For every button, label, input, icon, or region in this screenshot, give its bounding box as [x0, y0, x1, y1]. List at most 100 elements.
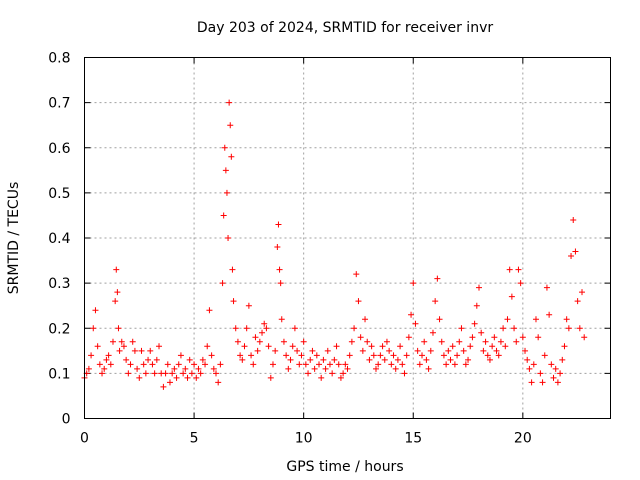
data-point — [438, 338, 445, 345]
data-point — [388, 361, 395, 368]
data-point — [90, 325, 97, 332]
data-point — [462, 361, 469, 368]
data-point — [495, 352, 502, 359]
data-point — [151, 370, 158, 377]
data-point — [164, 361, 171, 368]
data-point — [502, 343, 509, 350]
y-tick-label: 0.5 — [48, 186, 70, 202]
data-point — [88, 352, 95, 359]
data-point — [489, 343, 496, 350]
data-point — [570, 216, 577, 223]
data-point — [399, 361, 406, 368]
data-point — [493, 347, 500, 354]
data-point — [359, 347, 366, 354]
data-point — [497, 338, 504, 345]
data-point — [112, 298, 119, 305]
data-point — [274, 244, 281, 251]
data-point — [576, 325, 583, 332]
plot-frame — [84, 57, 611, 419]
data-point — [267, 374, 274, 381]
data-point — [280, 338, 287, 345]
y-tick-label: 0.1 — [48, 366, 70, 382]
data-point — [107, 361, 114, 368]
data-point — [543, 284, 550, 291]
data-point — [199, 356, 206, 363]
data-point — [366, 356, 373, 363]
data-point — [440, 352, 447, 359]
data-point — [403, 352, 410, 359]
data-point — [123, 356, 130, 363]
data-point — [568, 253, 575, 260]
data-point — [285, 365, 292, 372]
data-point — [300, 338, 307, 345]
data-point — [208, 352, 215, 359]
data-point — [296, 361, 303, 368]
data-point — [215, 379, 222, 386]
data-point — [204, 343, 211, 350]
data-point — [434, 275, 441, 282]
data-point — [386, 347, 393, 354]
data-point — [326, 361, 333, 368]
y-tick-label: 0 — [62, 412, 71, 428]
data-point — [99, 370, 106, 377]
data-point — [454, 352, 461, 359]
data-point — [375, 361, 382, 368]
data-point — [528, 379, 535, 386]
data-point — [546, 311, 553, 318]
data-point — [563, 316, 570, 323]
data-point — [277, 280, 284, 287]
data-point — [169, 370, 176, 377]
data-point — [202, 361, 209, 368]
data-point — [269, 361, 276, 368]
data-point — [572, 248, 579, 255]
data-point — [105, 352, 112, 359]
data-point — [348, 338, 355, 345]
data-point — [469, 334, 476, 341]
data-point — [397, 343, 404, 350]
data-point — [259, 329, 266, 336]
data-point — [243, 325, 250, 332]
data-point — [491, 334, 498, 341]
data-point — [515, 266, 522, 273]
data-point — [278, 316, 285, 323]
data-point — [480, 347, 487, 354]
data-point — [116, 347, 123, 354]
data-point — [96, 361, 103, 368]
data-point — [228, 153, 235, 160]
data-point — [377, 352, 384, 359]
data-point — [522, 347, 529, 354]
grid-lines — [84, 57, 611, 419]
data-point — [92, 307, 99, 314]
data-point — [221, 144, 228, 151]
data-point — [129, 338, 136, 345]
data-point — [465, 356, 472, 363]
data-point — [109, 338, 116, 345]
data-point — [191, 361, 198, 368]
data-point — [217, 361, 224, 368]
data-point — [245, 302, 252, 309]
data-point — [118, 338, 125, 345]
data-point — [182, 365, 189, 372]
x-tick-label: 0 — [80, 431, 89, 447]
data-point — [166, 379, 173, 386]
data-point — [222, 167, 229, 174]
y-tick-label: 0.3 — [48, 276, 70, 292]
data-point — [248, 352, 255, 359]
data-point — [305, 370, 312, 377]
data-point — [401, 370, 408, 377]
data-point — [291, 325, 298, 332]
data-point — [410, 280, 417, 287]
data-point — [250, 361, 257, 368]
data-point — [311, 365, 318, 372]
data-point — [383, 338, 390, 345]
data-point — [526, 365, 533, 372]
data-point — [324, 347, 331, 354]
data-point — [445, 347, 452, 354]
data-point — [302, 361, 309, 368]
data-point — [340, 370, 347, 377]
data-point — [320, 356, 327, 363]
data-point — [316, 361, 323, 368]
data-point — [101, 365, 108, 372]
data-point — [565, 325, 572, 332]
data-point — [313, 352, 320, 359]
